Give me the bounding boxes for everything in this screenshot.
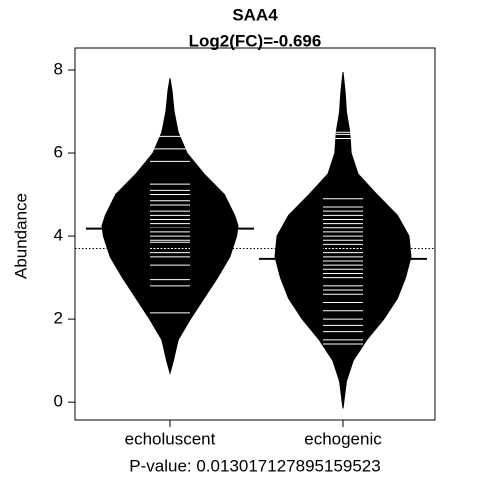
plot-frame [74, 47, 436, 421]
y-tick-label: 6 [54, 143, 63, 162]
y-tick-label: 2 [54, 309, 63, 328]
chart-subtitle: Log2(FC)=-0.696 [189, 31, 322, 50]
y-tick-label: 8 [54, 59, 63, 78]
x-tick-label: echoluscent [125, 429, 216, 448]
bean [101, 78, 239, 375]
y-tick-label: 4 [54, 226, 63, 245]
x-axis-label: P-value: 0.013017127895159523 [129, 456, 380, 475]
chart-title: SAA4 [232, 5, 278, 24]
x-tick-label: echogenic [304, 429, 382, 448]
y-tick-label: 0 [54, 392, 63, 411]
y-axis-label: Abundance [11, 193, 30, 279]
